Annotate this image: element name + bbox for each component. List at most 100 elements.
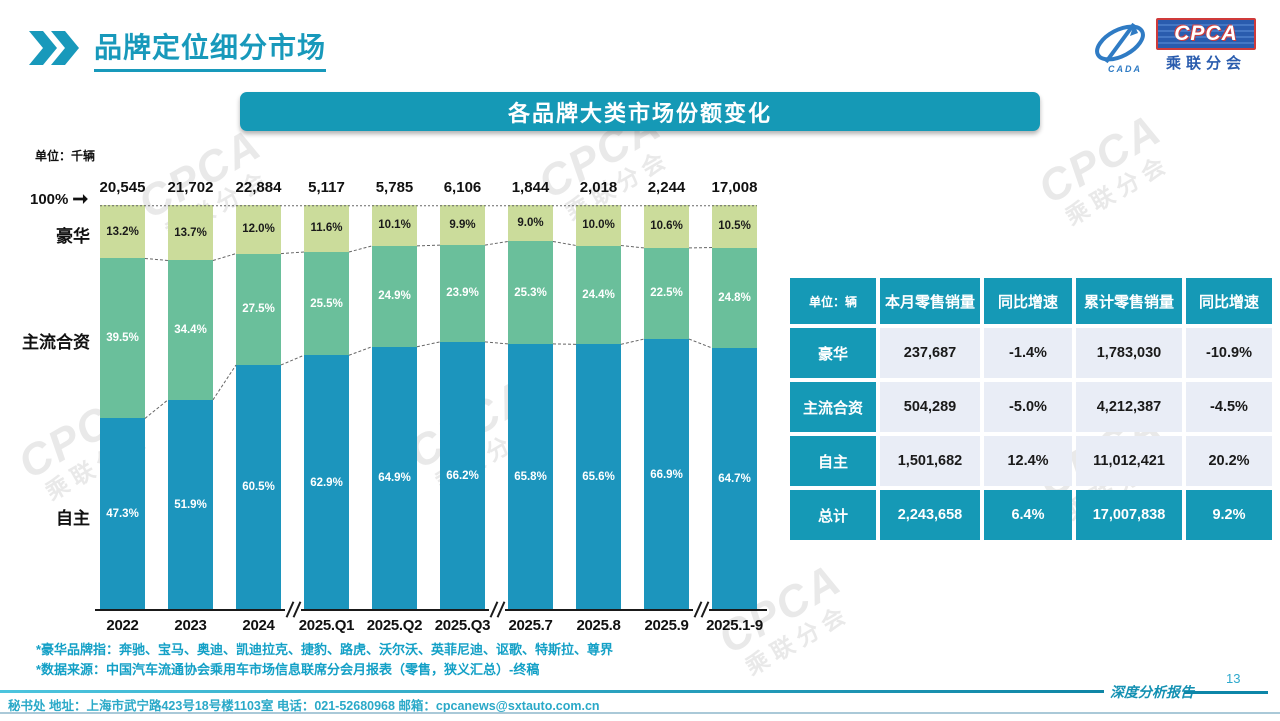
footer-bottom-line (0, 712, 1280, 714)
axis-break-mark (488, 601, 505, 618)
x-tick-label: 2025.8 (576, 617, 621, 634)
table-column-header: 累计零售销量 (1076, 278, 1182, 324)
segment-value-label: 10.0% (582, 219, 615, 232)
axis-100-label: 100% ➞ (30, 190, 88, 209)
page-title: 品牌定位细分市场 (94, 26, 327, 72)
segment-value-label: 65.6% (582, 471, 615, 484)
segment-value-label: 64.7% (718, 472, 751, 485)
segment-value-label: 23.9% (446, 287, 479, 300)
x-tick-label: 2025.Q1 (298, 617, 355, 634)
table-row-label: 豪华 (790, 328, 876, 378)
segment-value-label: 25.5% (310, 297, 343, 310)
table-cell: 504,289 (880, 382, 980, 432)
bar-segment: 60.5% (236, 364, 281, 610)
x-tick-label: 2025.Q3 (434, 617, 491, 634)
bar-segment: 24.8% (712, 247, 757, 348)
bar-segment: 66.2% (440, 341, 485, 610)
table-cell: 6.4% (984, 490, 1072, 540)
bar-segment: 9.0% (508, 205, 553, 242)
table-row-label: 自主 (790, 436, 876, 486)
table-cell: -1.4% (984, 328, 1072, 378)
stacked-bar-2025.Q1: 11.6% 25.5% 62.9% (304, 205, 349, 610)
table-cell: 1,783,030 (1076, 328, 1182, 378)
series-label-mainstream: 主流合资 (22, 333, 90, 352)
stacked-bar-2025.1-9: 10.5% 24.8% 64.7% (712, 205, 757, 610)
x-tick-label: 2022 (106, 617, 139, 634)
bar-segment: 13.2% (100, 205, 145, 259)
stacked-bar-2025.Q3: 9.9% 23.9% 66.2% (440, 205, 485, 610)
segment-value-label: 51.9% (174, 498, 207, 511)
segment-value-label: 24.9% (378, 290, 411, 303)
bar-total-label: 6,106 (443, 179, 482, 196)
x-tick-label: 2025.9 (644, 617, 689, 634)
segment-value-label: 24.4% (582, 288, 615, 301)
table-cell: -5.0% (984, 382, 1072, 432)
bar-segment: 64.9% (372, 346, 417, 610)
bar-segment: 24.4% (576, 245, 621, 345)
table-cell: -4.5% (1186, 382, 1272, 432)
bar-segment: 47.3% (100, 418, 145, 610)
cpca-logo-band: CPCA (1156, 17, 1256, 50)
segment-value-label: 27.5% (242, 303, 275, 316)
stacked-bar-2025.8: 10.0% 24.4% 65.6% (576, 205, 621, 610)
segment-value-label: 22.5% (650, 287, 683, 300)
bar-segment: 24.9% (372, 245, 417, 347)
footer-contact-line: 秘书处 地址：上海市武宁路423号18号楼1103室 电话：021-526809… (8, 699, 600, 713)
segment-value-label: 34.4% (174, 324, 207, 337)
bar-segment: 13.7% (168, 205, 213, 261)
bar-total-label: 22,884 (235, 179, 282, 196)
segment-value-label: 66.2% (446, 469, 479, 482)
x-tick-label: 2025.1-9 (706, 617, 763, 634)
bar-total-label: 1,844 (511, 179, 550, 196)
bar-segment: 39.5% (100, 258, 145, 419)
x-tick-label: 2025.7 (508, 617, 553, 634)
table-cell: 9.2% (1186, 490, 1272, 540)
stacked-bar-2025.Q2: 10.1% 24.9% 64.9% (372, 205, 417, 610)
segment-value-label: 39.5% (106, 332, 139, 345)
table-cell: -10.9% (1186, 328, 1272, 378)
axis-100-text: 100% (30, 191, 69, 208)
header: 品牌定位细分市场 (28, 26, 327, 72)
table-cell: 237,687 (880, 328, 980, 378)
bar-segment: 51.9% (168, 399, 213, 610)
stacked-bar-2024: 12.0% 27.5% 60.5% (236, 205, 281, 610)
bar-segment: 64.7% (712, 347, 757, 610)
svg-text:CADA: CADA (1108, 64, 1142, 74)
cpca-logo-label: CPCA (1174, 21, 1238, 45)
bar-segment: 9.9% (440, 205, 485, 246)
bar-segment: 10.0% (576, 205, 621, 246)
bar-segment: 62.9% (304, 355, 349, 610)
chart-title-banner: 各品牌大类市场份额变化 (240, 92, 1040, 131)
bar-segment: 23.9% (440, 245, 485, 342)
bar-segment: 65.8% (508, 343, 553, 610)
segment-value-label: 62.9% (310, 476, 343, 489)
bar-segment: 65.6% (576, 344, 621, 610)
bar-segment: 22.5% (644, 247, 689, 340)
stacked-bar-2022: 13.2% 39.5% 47.3% (100, 205, 145, 610)
bar-total-label: 5,785 (375, 179, 414, 196)
plot-area: 13.2% 39.5% 47.3% 13.7% 34.4% 51.9% 12.0% 27.5%… (95, 205, 767, 610)
table-cell: 11,012,421 (1076, 436, 1182, 486)
segment-value-label: 60.5% (242, 481, 275, 494)
table-cell: 17,007,838 (1076, 490, 1182, 540)
table-cell: 1,501,682 (880, 436, 980, 486)
x-tick-label: 2023 (174, 617, 207, 634)
segment-value-label: 24.8% (718, 291, 751, 304)
segment-value-label: 10.6% (650, 220, 683, 233)
bar-segment: 10.5% (712, 205, 757, 248)
x-tick-label: 2024 (242, 617, 275, 634)
segment-value-label: 10.5% (718, 220, 751, 233)
footer-divider-right (1184, 691, 1268, 694)
report-type-label: 深度分析报告 (1110, 685, 1194, 701)
bar-segment: 11.6% (304, 205, 349, 252)
sales-table: 单位：辆 本月零售销量 同比增速 累计零售销量 同比增速 豪华 237,687 -1.4% 1,… (790, 278, 1272, 540)
segment-value-label: 12.0% (242, 223, 275, 236)
table-column-header: 同比增速 (1186, 278, 1272, 324)
double-chevron-icon (29, 31, 79, 65)
bar-segment: 34.4% (168, 260, 213, 400)
segment-value-label: 13.2% (106, 225, 139, 238)
segment-value-label: 9.0% (517, 217, 544, 230)
table-cell: 20.2% (1186, 436, 1272, 486)
